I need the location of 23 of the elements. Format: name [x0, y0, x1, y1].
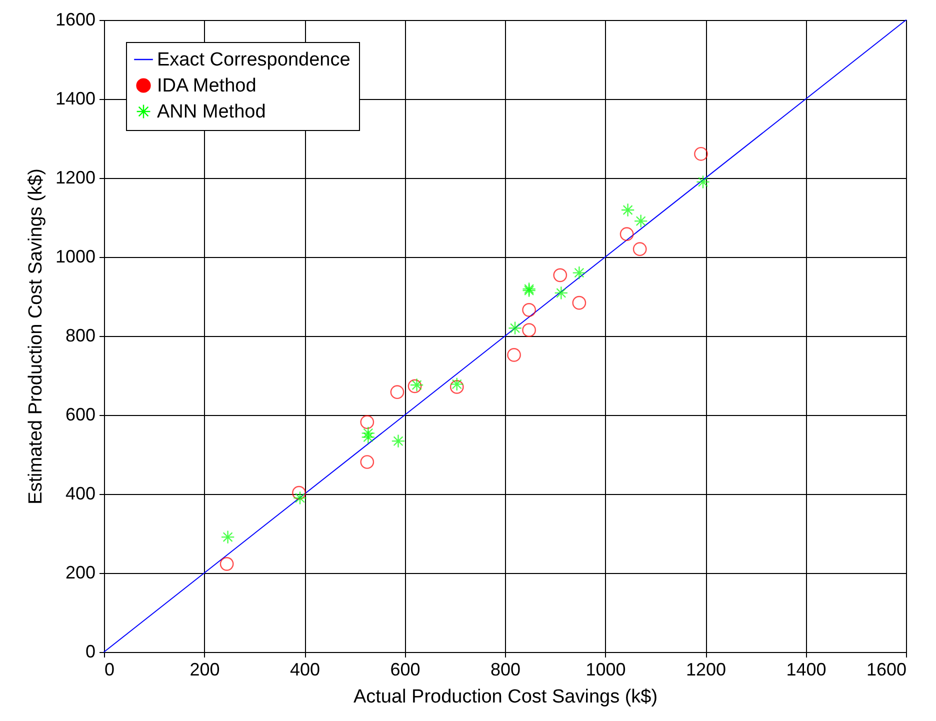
x-tick-label: 1000 — [586, 660, 626, 680]
x-axis-title: Actual Production Cost Savings (k$) — [353, 686, 658, 708]
legend-label: ANN Method — [157, 102, 266, 122]
legend-label: Exact Correspondence — [157, 50, 350, 70]
y-tick-label: 1000 — [55, 246, 96, 266]
y-tick-label: 200 — [65, 562, 96, 582]
y-tick-label: 1400 — [55, 88, 96, 108]
x-tick-label: 200 — [190, 660, 220, 680]
x-tick-label: 1200 — [686, 660, 726, 680]
x-tick-label: 1400 — [786, 660, 826, 680]
legend-label: IDA Method — [157, 76, 256, 96]
y-tick-label: 600 — [65, 404, 96, 424]
x-tick-label: 800 — [490, 660, 521, 680]
y-tick-label: 800 — [65, 326, 96, 346]
x-tick-label: 0 — [104, 660, 115, 680]
y-tick-label: 400 — [65, 484, 96, 504]
x-tick-label: 1600 — [866, 660, 906, 680]
x-tick-label: 400 — [290, 660, 320, 680]
y-axis-title: Estimated Production Cost Savings (k$) — [25, 168, 46, 504]
y-tick-label: 1200 — [55, 168, 96, 188]
y-tick-label: 1600 — [55, 10, 96, 30]
y-tick-label: 0 — [85, 642, 96, 662]
x-tick-label: 600 — [390, 660, 420, 680]
